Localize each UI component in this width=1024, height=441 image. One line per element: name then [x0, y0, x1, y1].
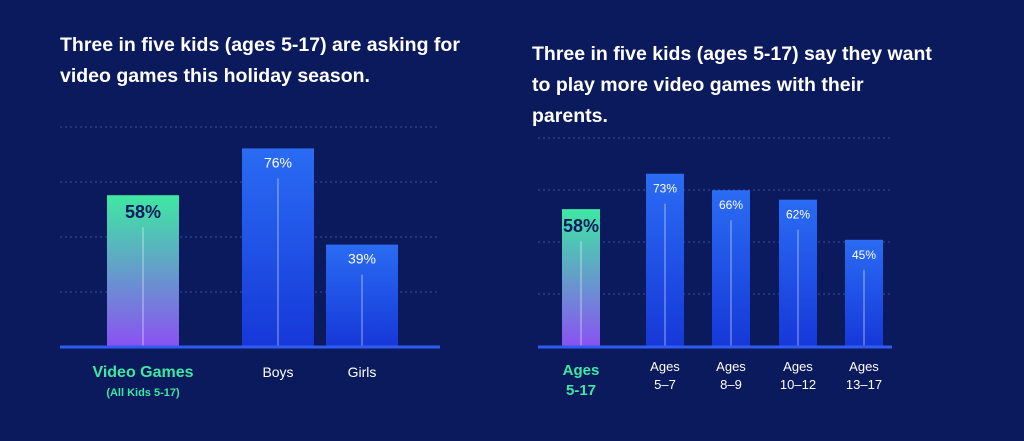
value-label: 45% — [852, 248, 876, 262]
x-tick-label: Ages — [650, 359, 680, 374]
x-tick-label: Ages — [716, 359, 746, 374]
chart-title-left: Three in five kids (ages 5-17) are askin… — [60, 34, 460, 87]
x-tick-label: Girls — [348, 364, 377, 380]
x-tick-label: 8–9 — [720, 377, 742, 392]
x-tick-label: Ages — [849, 359, 879, 374]
value-label: 62% — [786, 208, 810, 222]
x-tick-label: 5-17 — [566, 382, 596, 399]
x-tick-label: Ages — [563, 362, 600, 379]
value-label: 73% — [653, 182, 677, 196]
value-label: 58% — [563, 216, 599, 236]
chart-title-right: Three in five kids (ages 5-17) say they … — [532, 43, 932, 127]
value-label: 39% — [348, 251, 376, 267]
chart-right: 58% Ages 5-17 73% Ages 5–7 66% Ages 8–9 62% Ages 10… — [538, 137, 892, 399]
chart-left: 58% Video Games (All Kids 5-17) 76% Boys 39% G… — [60, 126, 440, 399]
x-tick-label: Video Games — [92, 364, 193, 381]
x-tick-label: Boys — [262, 364, 293, 380]
value-label: 58% — [125, 202, 161, 222]
x-tick-label: 5–7 — [654, 377, 676, 392]
chart-panel-right: Three in five kids (ages 5-17) say they … — [512, 0, 1024, 441]
chart-panel-left: Three in five kids (ages 5-17) are askin… — [60, 34, 460, 399]
value-label: 76% — [264, 154, 292, 170]
x-tick-label: (All Kids 5-17) — [106, 387, 180, 399]
x-tick-label: 13–17 — [846, 377, 882, 392]
value-label: 66% — [719, 198, 743, 212]
x-tick-label: 10–12 — [780, 377, 816, 392]
x-tick-label: Ages — [783, 359, 813, 374]
